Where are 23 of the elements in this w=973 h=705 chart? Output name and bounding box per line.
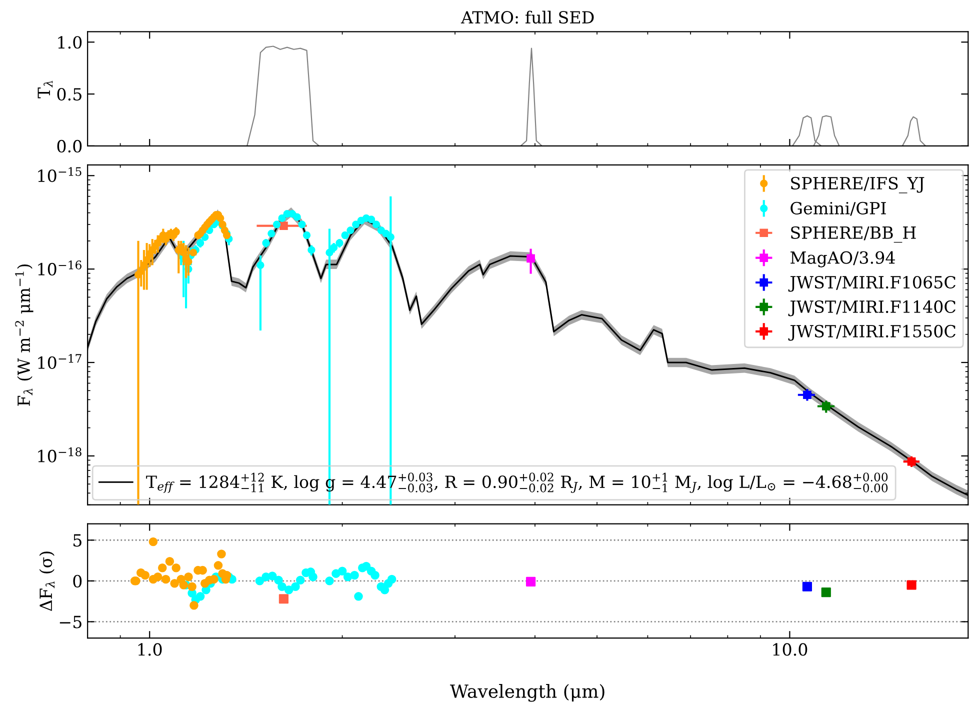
legend-label: MagAO/3.94 xyxy=(790,251,895,268)
y-tick-label: 0.5 xyxy=(57,88,82,101)
legend-label: JWST/MIRI.F1140C xyxy=(788,300,956,316)
y-axis-title: ΔF$_{λ}$ (σ) xyxy=(39,552,54,611)
legend-label: Gemini/GPI xyxy=(790,202,886,216)
y-tick-label: 5 xyxy=(74,534,82,547)
legend-label: SPHERE/BB_H xyxy=(791,226,916,243)
y-tick-label: 10$^{−17}$ xyxy=(38,354,82,369)
legend-label: JWST/MIRI.F1550C xyxy=(788,324,956,341)
y-tick-label: −5 xyxy=(60,616,82,628)
y-tick-label: 0.0 xyxy=(57,140,82,153)
y-tick-label: 0 xyxy=(73,574,82,588)
legend-label: SPHERE/IFS_YJ xyxy=(791,176,924,194)
x-axis-title: Wavelength (μm) xyxy=(450,684,604,702)
y-tick-label: 10$^{−18}$ xyxy=(38,447,82,462)
y-axis-title: F$_{λ}$ (W m$^{−2}$ μm$^{−1}$) xyxy=(15,264,34,406)
y-axis-title: T$_{λ}$ xyxy=(38,80,53,98)
x-tick-label: 10.0 xyxy=(773,643,808,656)
y-tick-label: 10$^{−16}$ xyxy=(38,260,82,276)
legend-label: JWST/MIRI.F1065C xyxy=(788,276,956,292)
y-tick-label: 1.0 xyxy=(58,36,82,49)
y-tick-label: 10$^{−15}$ xyxy=(38,167,82,182)
chart-title: ATMO: full SED xyxy=(460,10,594,24)
